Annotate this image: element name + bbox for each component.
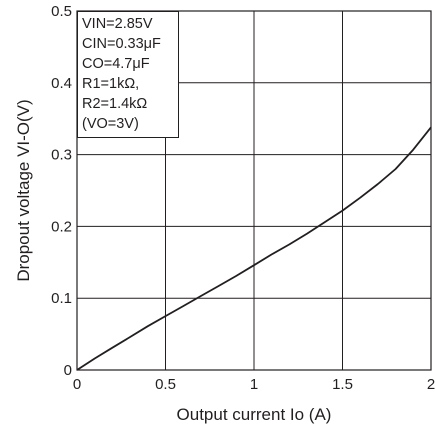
- y-tick-labels: 0 0.1 0.2 0.3 0.4 0.5: [51, 3, 72, 379]
- x-tick-label: 1: [250, 376, 258, 393]
- y-tick-label: 0.1: [51, 290, 72, 307]
- y-tick-label: 0.2: [51, 218, 72, 235]
- x-tick-label: 2: [427, 376, 435, 393]
- dropout-voltage-curve: [76, 126, 432, 371]
- y-tick-label: 0.5: [51, 3, 72, 20]
- condition-r1: R1=1kΩ,: [82, 76, 139, 92]
- y-axis-label: Dropout voltage VI-O(V): [14, 99, 33, 281]
- x-tick-label: 1.5: [332, 376, 353, 393]
- y-tick-label: 0.3: [51, 147, 72, 164]
- x-tick-label: 0.5: [155, 376, 176, 393]
- y-tick-label: 0: [64, 362, 72, 379]
- condition-co: CO=4.7μF: [82, 56, 150, 72]
- series-lines: [76, 126, 432, 371]
- x-axis-label: Output current Io (A): [177, 405, 332, 424]
- x-tick-labels: 0 0.5 1 1.5 2: [73, 376, 435, 393]
- conditions-box: VIN=2.85V CIN=0.33μF CO=4.7μF R1=1kΩ, R2…: [77, 11, 179, 138]
- conditions-box-frame: [77, 11, 179, 138]
- y-tick-label: 0.4: [51, 75, 72, 92]
- x-tick-label: 0: [73, 376, 81, 393]
- condition-vo: (VO=3V): [82, 116, 139, 132]
- condition-cin: CIN=0.33μF: [82, 36, 161, 52]
- condition-vin: VIN=2.85V: [82, 16, 153, 32]
- condition-r2: R2=1.4kΩ: [82, 96, 147, 112]
- plot-frame: [76, 10, 432, 371]
